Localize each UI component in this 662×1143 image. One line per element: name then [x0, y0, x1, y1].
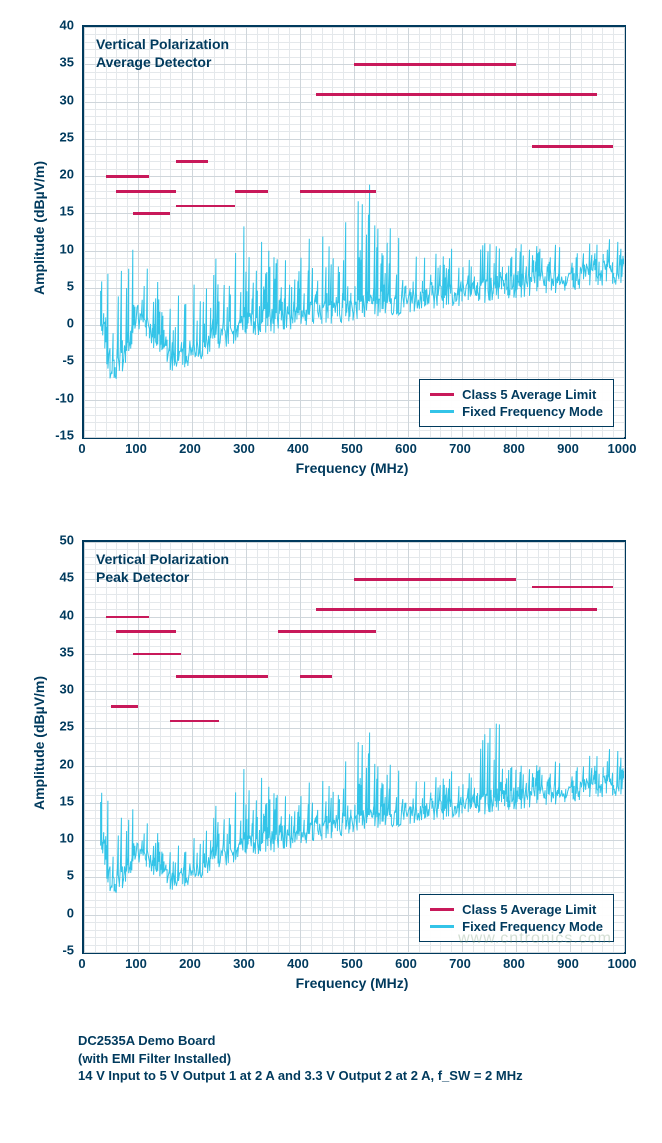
x-axis-label-1: Frequency (MHz) [296, 460, 409, 476]
x-tick-label: 900 [557, 956, 579, 971]
legend-swatch [430, 410, 454, 413]
chart-title: Vertical PolarizationAverage Detector [96, 35, 229, 71]
legend-item: Fixed Frequency Mode [430, 918, 603, 935]
legend-item: Class 5 Average Limit [430, 386, 603, 403]
legend: Class 5 Average Limit Fixed Frequency Mod… [419, 894, 614, 942]
y-tick-label: -5 [34, 943, 74, 958]
legend: Class 5 Average Limit Fixed Frequency Mod… [419, 379, 614, 427]
noise-trace [101, 724, 624, 893]
y-tick-label: 30 [34, 682, 74, 697]
x-tick-label: 700 [449, 441, 471, 456]
limit-segment [116, 190, 175, 193]
x-tick-label: 0 [78, 441, 85, 456]
limit-segment [532, 586, 613, 589]
caption-line1: DC2535A Demo Board [78, 1032, 652, 1050]
y-tick-label: 15 [34, 793, 74, 808]
y-tick-label: 45 [34, 570, 74, 585]
y-tick-label: 5 [34, 868, 74, 883]
limit-segment [111, 705, 138, 708]
x-tick-label: 100 [125, 956, 147, 971]
limit-segment [176, 160, 208, 163]
x-tick-label: 400 [287, 441, 309, 456]
legend-label: Class 5 Average Limit [462, 387, 596, 402]
x-tick-label: 300 [233, 441, 255, 456]
limit-segment [154, 653, 181, 656]
x-tick-label: 200 [179, 956, 201, 971]
legend-swatch [430, 393, 454, 396]
chart-vertical-peak: Vertical PolarizationPeak Detector Class … [10, 525, 630, 1010]
y-tick-label: 15 [34, 204, 74, 219]
x-tick-label: 500 [341, 956, 363, 971]
limit-segment [170, 720, 219, 723]
limit-segment [235, 190, 267, 193]
legend-swatch [430, 925, 454, 928]
x-tick-label: 1000 [608, 956, 637, 971]
limit-segment [176, 675, 235, 678]
plot-area-2: Vertical PolarizationPeak Detector Class … [82, 540, 626, 954]
x-tick-label: 600 [395, 441, 417, 456]
limit-segment [116, 630, 175, 633]
y-tick-label: 35 [34, 55, 74, 70]
legend-label: Class 5 Average Limit [462, 902, 596, 917]
limit-segment [278, 630, 375, 633]
chart-vertical-average: Vertical PolarizationAverage Detector Cla… [10, 10, 630, 495]
x-tick-label: 0 [78, 956, 85, 971]
limit-segment [354, 578, 516, 581]
limit-segment [316, 608, 597, 611]
y-tick-label: 25 [34, 129, 74, 144]
limit-segment [300, 190, 376, 193]
legend-swatch [430, 908, 454, 911]
limit-segment [235, 675, 267, 678]
y-tick-label: 40 [34, 18, 74, 33]
limit-segment [532, 145, 613, 148]
limit-segment [300, 675, 332, 678]
legend-label: Fixed Frequency Mode [462, 404, 603, 419]
limit-segment [106, 175, 149, 178]
caption-line2: (with EMI Filter Installed) [78, 1050, 652, 1068]
x-tick-label: 600 [395, 956, 417, 971]
y-tick-label: -10 [34, 390, 74, 405]
legend-label: Fixed Frequency Mode [462, 919, 603, 934]
x-tick-label: 1000 [608, 441, 637, 456]
limit-segment [106, 616, 149, 619]
x-tick-label: 900 [557, 441, 579, 456]
y-tick-label: 20 [34, 756, 74, 771]
x-axis-label-2: Frequency (MHz) [296, 975, 409, 991]
chart-title: Vertical PolarizationPeak Detector [96, 550, 229, 586]
legend-item: Class 5 Average Limit [430, 901, 603, 918]
y-tick-label: 10 [34, 241, 74, 256]
y-tick-label: 0 [34, 905, 74, 920]
x-tick-label: 700 [449, 956, 471, 971]
limit-segment [176, 205, 235, 208]
x-tick-label: 800 [503, 956, 525, 971]
x-tick-label: 800 [503, 441, 525, 456]
y-tick-label: 50 [34, 533, 74, 548]
y-tick-label: 25 [34, 719, 74, 734]
y-tick-label: 0 [34, 316, 74, 331]
y-tick-label: 30 [34, 92, 74, 107]
x-tick-label: 400 [287, 956, 309, 971]
y-tick-label: 35 [34, 644, 74, 659]
y-tick-label: -15 [34, 428, 74, 443]
y-tick-label: 40 [34, 607, 74, 622]
y-tick-label: 10 [34, 831, 74, 846]
x-tick-label: 300 [233, 956, 255, 971]
y-tick-label: 5 [34, 278, 74, 293]
y-tick-label: 20 [34, 167, 74, 182]
x-tick-label: 200 [179, 441, 201, 456]
legend-item: Fixed Frequency Mode [430, 403, 603, 420]
limit-segment [316, 93, 597, 96]
x-tick-label: 100 [125, 441, 147, 456]
caption: DC2535A Demo Board (with EMI Filter Inst… [78, 1032, 652, 1085]
plot-area-1: Vertical PolarizationAverage Detector Cla… [82, 25, 626, 439]
y-tick-label: -5 [34, 353, 74, 368]
limit-segment [133, 212, 171, 215]
noise-trace [101, 185, 624, 379]
caption-line3: 14 V Input to 5 V Output 1 at 2 A and 3.… [78, 1067, 652, 1085]
x-tick-label: 500 [341, 441, 363, 456]
limit-segment [354, 63, 516, 66]
